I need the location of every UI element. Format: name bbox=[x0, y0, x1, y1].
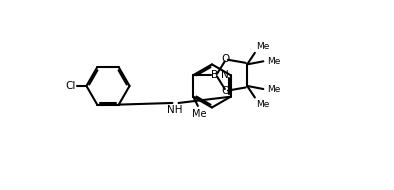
Text: Me: Me bbox=[256, 42, 270, 51]
Text: O: O bbox=[221, 86, 230, 96]
Text: NH: NH bbox=[167, 105, 182, 115]
Text: B: B bbox=[211, 70, 218, 80]
Text: Me: Me bbox=[192, 109, 207, 119]
Text: Me: Me bbox=[267, 85, 281, 93]
Text: Cl: Cl bbox=[65, 81, 76, 91]
Text: N: N bbox=[221, 70, 229, 80]
Text: Me: Me bbox=[267, 57, 281, 66]
Text: O: O bbox=[221, 54, 230, 64]
Text: Me: Me bbox=[256, 100, 270, 109]
